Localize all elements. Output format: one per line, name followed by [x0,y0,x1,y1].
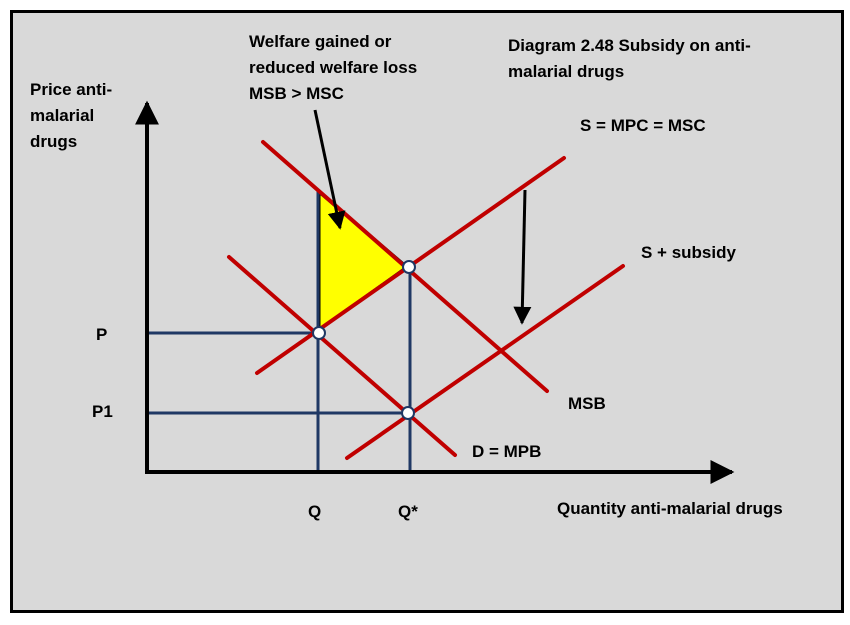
equilibrium-point-p1-qstar [401,406,415,420]
demand-label: D = MPB [472,442,542,461]
x-axis-label: Quantity anti-malarial drugs [557,499,783,518]
demand-curve [227,255,457,457]
annotation-arrow [313,109,346,230]
supply-subsidy-label: S + subsidy [641,243,736,262]
annotation-line: Welfare gained or [249,32,392,51]
supply-subsidy-curve [345,264,625,460]
quantity-qstar-label: Q* [398,502,418,521]
welfare-gain-triangle [317,188,410,333]
annotation-label: Welfare gained or reduced welfare loss M… [249,29,417,107]
title-line: Diagram 2.48 Subsidy on anti- [508,36,751,55]
equilibrium-point-p-q [312,326,326,340]
y-axis-label-line: drugs [30,132,78,151]
annotation-line: MSB > MSC [249,84,344,103]
y-axis-label-line: Price anti- [30,80,113,99]
price-p-label: P [96,325,108,344]
y-axis-label-line: malarial [30,106,95,125]
price-p1-label: P1 [92,402,113,421]
title-line: malarial drugs [508,62,625,81]
diagram-title: Diagram 2.48 Subsidy on anti- malarial d… [508,33,751,85]
quantity-q-label: Q [308,502,322,521]
supply-curve-label: S = MPC = MSC [580,116,706,135]
subsidy-shift-arrow [513,189,532,325]
equilibrium-point-qstar-top [402,260,416,274]
annotation-line: reduced welfare loss [249,58,418,77]
msb-label: MSB [568,394,606,413]
y-axis-label: Price anti- malarial drugs [30,77,112,155]
